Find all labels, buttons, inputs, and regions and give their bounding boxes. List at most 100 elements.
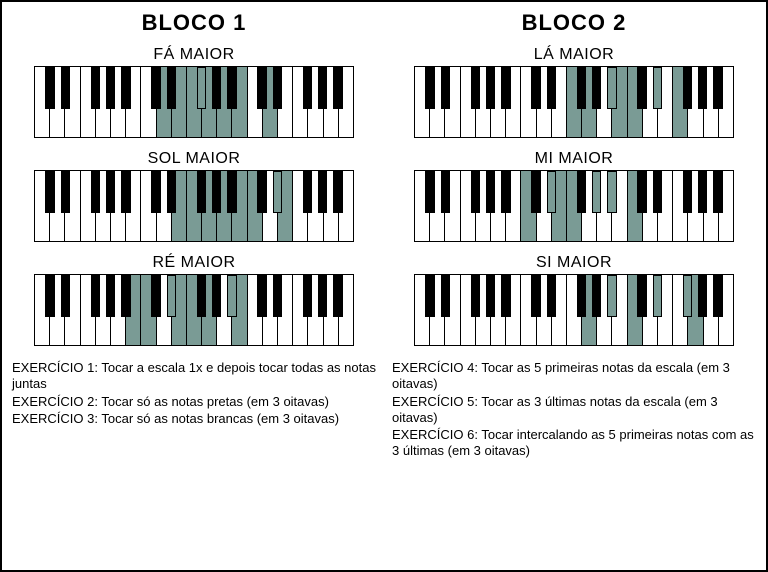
white-key bbox=[339, 171, 353, 241]
white-key bbox=[704, 171, 719, 241]
white-key bbox=[582, 67, 597, 137]
white-key bbox=[476, 67, 491, 137]
white-key bbox=[552, 275, 567, 345]
white-key bbox=[582, 171, 597, 241]
white-key bbox=[50, 275, 65, 345]
white-key bbox=[552, 171, 567, 241]
exercise-line: EXERCÍCIO 5: Tocar as 3 últimas notas da… bbox=[392, 394, 756, 427]
white-key bbox=[658, 275, 673, 345]
white-key bbox=[476, 171, 491, 241]
white-key bbox=[567, 171, 582, 241]
white-key bbox=[35, 171, 50, 241]
block-1-title: BLOCO 1 bbox=[142, 10, 247, 36]
white-key bbox=[308, 67, 323, 137]
white-key bbox=[491, 275, 506, 345]
block-2-title: BLOCO 2 bbox=[522, 10, 627, 36]
white-key bbox=[445, 67, 460, 137]
white-key bbox=[141, 275, 156, 345]
white-key bbox=[612, 171, 627, 241]
keyboard bbox=[34, 274, 354, 346]
exercise-label: EXERCÍCIO 4: bbox=[392, 360, 478, 375]
white-key bbox=[461, 275, 476, 345]
white-key bbox=[506, 275, 521, 345]
white-key bbox=[141, 171, 156, 241]
keyboard bbox=[414, 170, 734, 242]
white-key bbox=[278, 67, 293, 137]
scale-title: MI MAIOR bbox=[535, 150, 614, 168]
white-key bbox=[567, 67, 582, 137]
exercise-line: EXERCÍCIO 4: Tocar as 5 primeiras notas … bbox=[392, 360, 756, 393]
exercise-label: EXERCÍCIO 5: bbox=[392, 394, 478, 409]
white-key bbox=[293, 275, 308, 345]
white-key bbox=[217, 171, 232, 241]
white-key bbox=[232, 67, 247, 137]
white-key bbox=[96, 171, 111, 241]
scale-group: LÁ MAIOR bbox=[392, 46, 756, 138]
white-key bbox=[491, 171, 506, 241]
white-key bbox=[704, 67, 719, 137]
white-key bbox=[597, 275, 612, 345]
white-key bbox=[96, 275, 111, 345]
white-key bbox=[324, 275, 339, 345]
white-key bbox=[232, 275, 247, 345]
white-key bbox=[476, 275, 491, 345]
white-key bbox=[65, 275, 80, 345]
white-key bbox=[688, 275, 703, 345]
white-key bbox=[673, 171, 688, 241]
white-key bbox=[628, 67, 643, 137]
scale-title: SOL MAIOR bbox=[148, 150, 241, 168]
white-key bbox=[521, 67, 536, 137]
white-key bbox=[248, 171, 263, 241]
white-key bbox=[157, 171, 172, 241]
scale-group: SOL MAIOR bbox=[12, 150, 376, 242]
white-key bbox=[430, 67, 445, 137]
white-key bbox=[597, 171, 612, 241]
exercise-line: EXERCÍCIO 2: Tocar só as notas pretas (e… bbox=[12, 394, 376, 410]
white-key bbox=[50, 67, 65, 137]
white-key bbox=[415, 171, 430, 241]
exercise-line: EXERCÍCIO 3: Tocar só as notas brancas (… bbox=[12, 411, 376, 427]
white-key bbox=[187, 275, 202, 345]
white-key bbox=[141, 67, 156, 137]
white-key bbox=[308, 275, 323, 345]
keyboard bbox=[414, 66, 734, 138]
white-key bbox=[308, 171, 323, 241]
white-key bbox=[506, 171, 521, 241]
white-key bbox=[415, 67, 430, 137]
white-key bbox=[612, 67, 627, 137]
white-key bbox=[628, 171, 643, 241]
white-key bbox=[521, 171, 536, 241]
white-key bbox=[187, 67, 202, 137]
white-key bbox=[111, 67, 126, 137]
exercises-block-2: EXERCÍCIO 4: Tocar as 5 primeiras notas … bbox=[392, 360, 756, 461]
white-key bbox=[324, 67, 339, 137]
white-key bbox=[202, 67, 217, 137]
white-key bbox=[96, 67, 111, 137]
white-key bbox=[704, 275, 719, 345]
white-key bbox=[597, 67, 612, 137]
white-key bbox=[688, 171, 703, 241]
white-key bbox=[157, 275, 172, 345]
white-key bbox=[248, 67, 263, 137]
white-key bbox=[217, 275, 232, 345]
block-2-column: BLOCO 2 LÁ MAIOR MI MAIOR SI MAIOR EXERC… bbox=[392, 10, 756, 564]
white-key bbox=[187, 171, 202, 241]
white-key bbox=[202, 275, 217, 345]
white-key bbox=[643, 171, 658, 241]
white-key bbox=[506, 67, 521, 137]
white-key bbox=[202, 171, 217, 241]
white-key bbox=[719, 67, 733, 137]
block-1-column: BLOCO 1 FÁ MAIOR SOL MAIOR RÉ MAIOR EXER… bbox=[12, 10, 376, 564]
white-key bbox=[126, 275, 141, 345]
white-key bbox=[217, 67, 232, 137]
scale-title: SI MAIOR bbox=[536, 254, 612, 272]
white-key bbox=[81, 67, 96, 137]
white-key bbox=[445, 275, 460, 345]
white-key bbox=[293, 67, 308, 137]
keyboard bbox=[34, 170, 354, 242]
scale-title: FÁ MAIOR bbox=[153, 46, 234, 64]
white-key bbox=[673, 67, 688, 137]
exercise-label: EXERCÍCIO 2: bbox=[12, 394, 98, 409]
white-key bbox=[521, 275, 536, 345]
white-key bbox=[673, 275, 688, 345]
